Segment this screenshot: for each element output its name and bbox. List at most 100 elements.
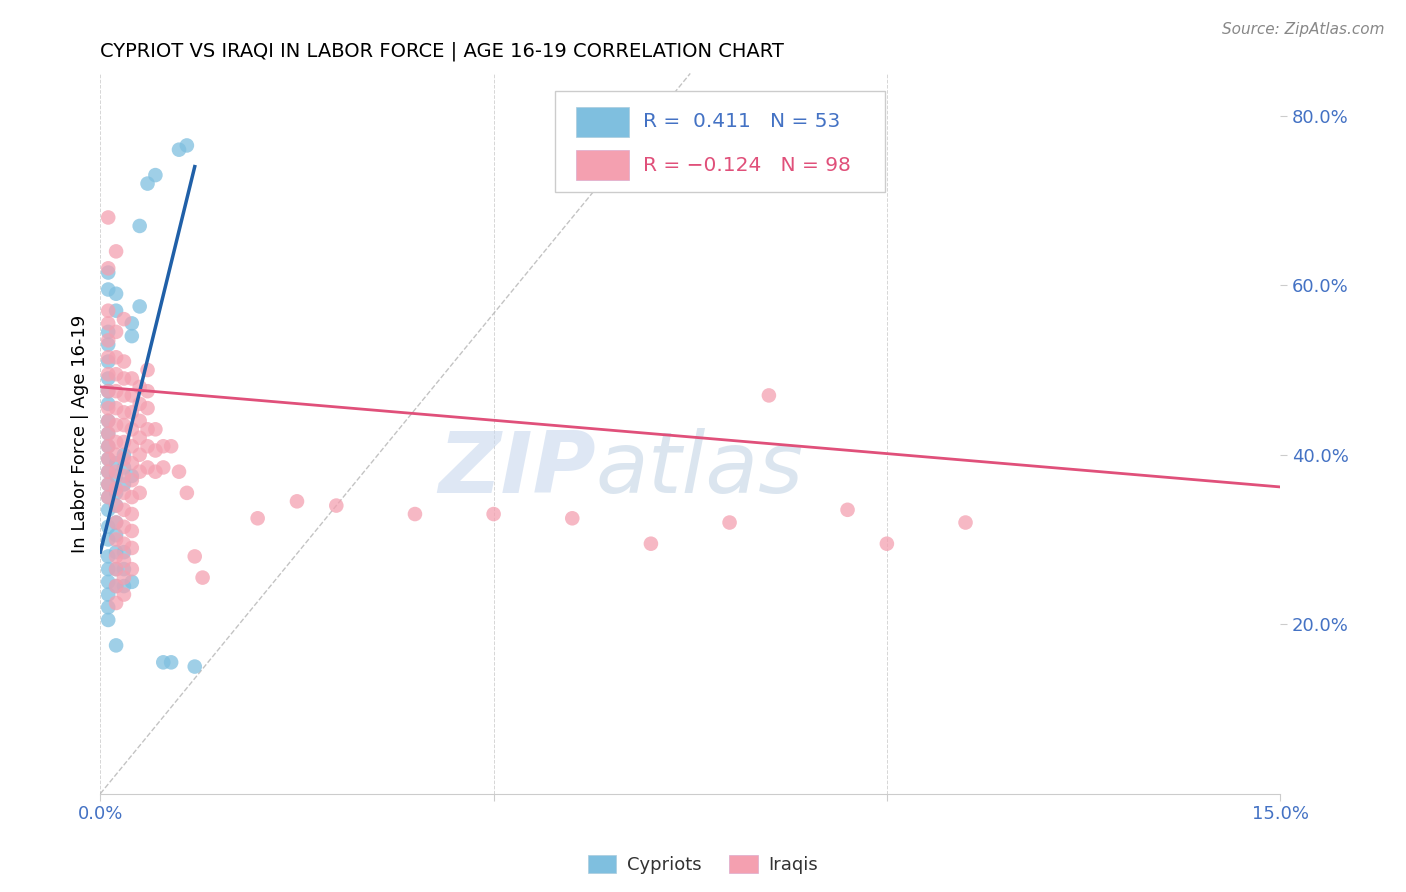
Point xyxy=(105,579,128,593)
Point xyxy=(121,422,143,436)
Text: ZIP: ZIP xyxy=(439,428,596,511)
Point xyxy=(112,520,135,534)
Point xyxy=(136,401,159,416)
Point xyxy=(97,334,120,348)
Point xyxy=(97,384,120,399)
Point xyxy=(105,418,128,433)
Point xyxy=(955,516,977,530)
Point xyxy=(160,439,183,453)
Point xyxy=(97,211,120,225)
Point xyxy=(112,579,135,593)
Point xyxy=(121,371,143,385)
Point xyxy=(876,537,898,551)
Point xyxy=(105,579,128,593)
Point xyxy=(97,574,120,589)
Point xyxy=(105,528,128,542)
Point xyxy=(105,499,128,513)
Text: CYPRIOT VS IRAQI IN LABOR FORCE | AGE 16-19 CORRELATION CHART: CYPRIOT VS IRAQI IN LABOR FORCE | AGE 16… xyxy=(100,42,785,62)
Point xyxy=(97,439,120,453)
Point xyxy=(97,261,120,276)
Point xyxy=(97,520,120,534)
Point xyxy=(128,380,150,394)
Point xyxy=(97,354,120,368)
Point xyxy=(105,303,128,318)
Point xyxy=(246,511,269,525)
Point xyxy=(97,414,120,428)
Point xyxy=(136,439,159,453)
Point xyxy=(121,541,143,555)
Point xyxy=(112,405,135,419)
Point xyxy=(105,469,128,483)
Point xyxy=(97,477,120,491)
Point xyxy=(112,460,135,475)
Point xyxy=(105,639,128,653)
Text: atlas: atlas xyxy=(596,428,804,511)
Point xyxy=(128,465,150,479)
Point xyxy=(325,499,347,513)
Point xyxy=(105,516,128,530)
Point xyxy=(97,490,120,504)
Point xyxy=(97,317,120,331)
Point xyxy=(105,499,128,513)
Point xyxy=(121,574,143,589)
Point xyxy=(105,545,128,559)
Point xyxy=(176,138,198,153)
Point xyxy=(112,469,135,483)
Point xyxy=(112,452,135,467)
Point xyxy=(136,460,159,475)
Point xyxy=(128,300,150,314)
Point xyxy=(128,219,150,233)
Point xyxy=(145,168,167,182)
Point xyxy=(112,562,135,576)
Point xyxy=(160,656,183,670)
Point xyxy=(105,562,128,576)
Point xyxy=(97,588,120,602)
Point xyxy=(136,177,159,191)
Point xyxy=(105,351,128,365)
Point xyxy=(145,465,167,479)
FancyBboxPatch shape xyxy=(576,106,628,136)
Point xyxy=(136,422,159,436)
Point xyxy=(97,351,120,365)
Point xyxy=(112,571,135,585)
Text: R =  0.411   N = 53: R = 0.411 N = 53 xyxy=(643,112,841,131)
Point xyxy=(152,460,174,475)
Point xyxy=(105,533,128,547)
Point xyxy=(285,494,308,508)
Point xyxy=(97,613,120,627)
Y-axis label: In Labor Force | Age 16-19: In Labor Force | Age 16-19 xyxy=(72,314,89,553)
Point xyxy=(184,549,207,564)
Point xyxy=(97,562,120,576)
Point xyxy=(112,503,135,517)
Point xyxy=(105,486,128,500)
Point xyxy=(112,448,135,462)
Point xyxy=(112,486,135,500)
Text: Source: ZipAtlas.com: Source: ZipAtlas.com xyxy=(1222,22,1385,37)
Point xyxy=(105,384,128,399)
Point xyxy=(121,405,143,419)
Point xyxy=(105,401,128,416)
Point xyxy=(97,397,120,411)
Point xyxy=(112,312,135,326)
Point xyxy=(97,414,120,428)
Point xyxy=(112,371,135,385)
Point xyxy=(837,503,859,517)
Point xyxy=(97,452,120,467)
Point xyxy=(121,329,143,343)
Point xyxy=(167,465,190,479)
Point xyxy=(112,554,135,568)
Point xyxy=(97,490,120,504)
Point xyxy=(97,439,120,453)
Point xyxy=(112,537,135,551)
Point xyxy=(97,533,120,547)
Point xyxy=(112,588,135,602)
Point xyxy=(97,325,120,339)
Point xyxy=(482,507,505,521)
Point xyxy=(112,418,135,433)
Point xyxy=(152,656,174,670)
Point xyxy=(112,354,135,368)
Point xyxy=(97,465,120,479)
Point xyxy=(191,571,214,585)
Point xyxy=(561,511,583,525)
Point xyxy=(105,448,128,462)
